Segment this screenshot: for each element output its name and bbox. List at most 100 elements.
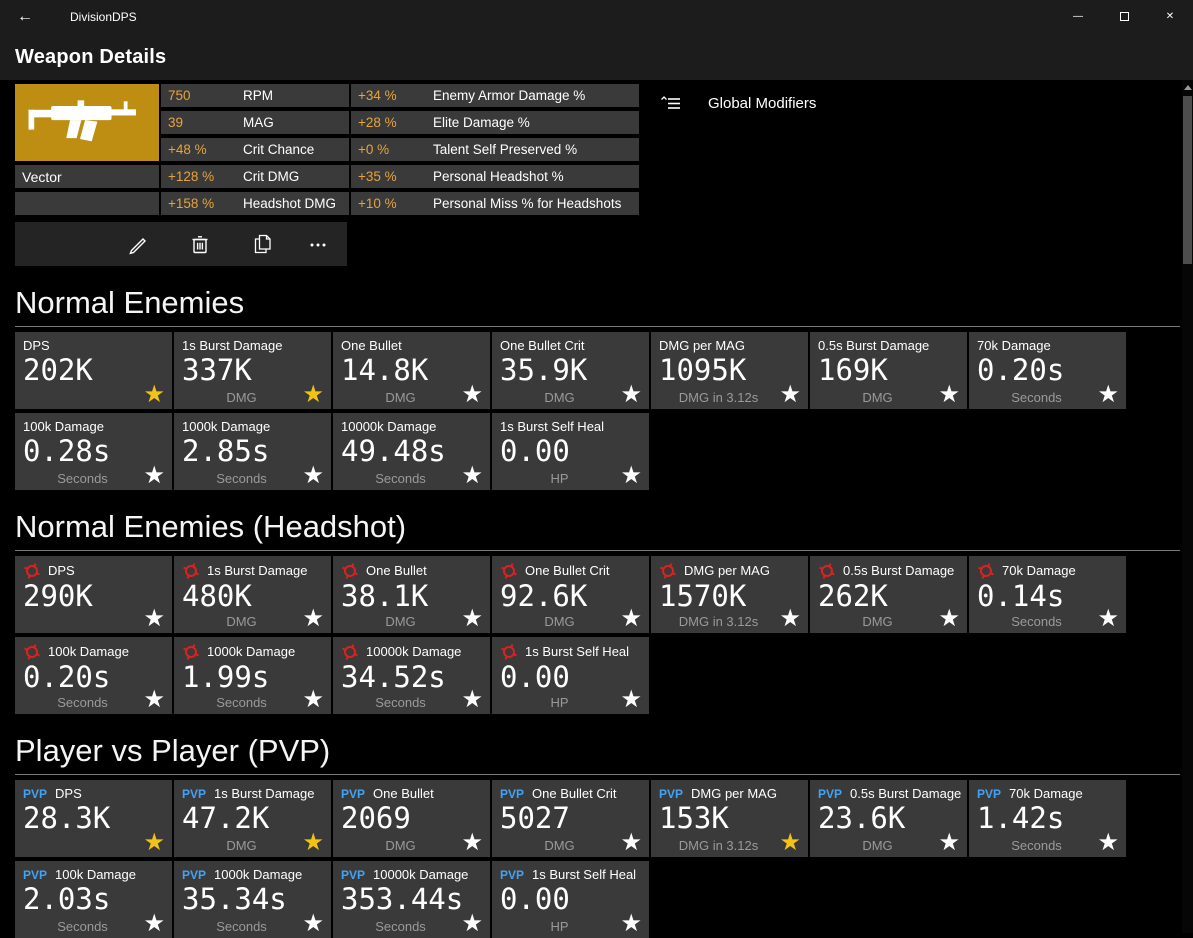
stat-card-70k-damage[interactable]: PVP 70k Damage 1.42s Seconds ★: [969, 780, 1126, 857]
favorite-star-icon[interactable]: ★: [461, 462, 483, 489]
card-title: One Bullet Crit: [532, 786, 617, 801]
favorite-star-icon[interactable]: ★: [302, 381, 324, 408]
copy-button[interactable]: [231, 222, 293, 266]
card-value: 1.99s: [182, 660, 270, 694]
favorite-star-icon[interactable]: ★: [620, 829, 642, 856]
headshot-badge: [23, 562, 41, 580]
stat-card-100k-damage[interactable]: 100k Damage 0.28s Seconds ★: [15, 413, 172, 490]
vertical-scrollbar[interactable]: [1182, 80, 1193, 933]
scrollbar-up-button[interactable]: [1182, 80, 1193, 94]
card-header: 1s Burst Damage: [182, 338, 323, 354]
stat-card-100k-damage[interactable]: 100k Damage 0.20s Seconds ★: [15, 637, 172, 714]
favorite-star-icon[interactable]: ★: [779, 605, 801, 632]
stat-card-one-bullet[interactable]: One Bullet 38.1K DMG ★: [333, 556, 490, 633]
stat-card-one-bullet[interactable]: PVP One Bullet 2069 DMG ★: [333, 780, 490, 857]
favorite-star-icon[interactable]: ★: [1097, 381, 1119, 408]
favorite-star-icon[interactable]: ★: [938, 381, 960, 408]
close-button[interactable]: ✕: [1165, 11, 1175, 22]
stat-card-1s-burst-damage[interactable]: 1s Burst Damage 480K DMG ★: [174, 556, 331, 633]
stat-card-one-bullet-crit[interactable]: One Bullet Crit 92.6K DMG ★: [492, 556, 649, 633]
stat-card-dmg-per-mag[interactable]: DMG per MAG 1095K DMG in 3.12s ★: [651, 332, 808, 409]
card-value: 34.52s: [341, 660, 446, 694]
stat-card-dps[interactable]: DPS 290K ★: [15, 556, 172, 633]
stat-card-1s-burst-damage[interactable]: 1s Burst Damage 337K DMG ★: [174, 332, 331, 409]
stat-card-70k-damage[interactable]: 70k Damage 0.14s Seconds ★: [969, 556, 1126, 633]
stat-label: Personal Headshot %: [433, 169, 564, 184]
card-value: 480K: [182, 579, 252, 613]
delete-button[interactable]: [169, 222, 231, 266]
favorite-star-icon[interactable]: ★: [461, 910, 483, 937]
favorite-star-icon[interactable]: ★: [938, 829, 960, 856]
stat-card-0-5s-burst-damage[interactable]: 0.5s Burst Damage 169K DMG ★: [810, 332, 967, 409]
favorite-star-icon[interactable]: ★: [143, 829, 165, 856]
stat-card-dmg-per-mag[interactable]: PVP DMG per MAG 153K DMG in 3.12s ★: [651, 780, 808, 857]
card-value: 28.3K: [23, 801, 111, 835]
favorite-star-icon[interactable]: ★: [461, 381, 483, 408]
stat-card-0-5s-burst-damage[interactable]: PVP 0.5s Burst Damage 23.6K DMG ★: [810, 780, 967, 857]
favorite-star-icon[interactable]: ★: [620, 381, 642, 408]
stat-card-10000k-damage[interactable]: 10000k Damage 34.52s Seconds ★: [333, 637, 490, 714]
edit-button[interactable]: [107, 222, 169, 266]
stat-card-one-bullet[interactable]: One Bullet 14.8K DMG ★: [333, 332, 490, 409]
global-modifiers-header[interactable]: Global Modifiers: [660, 92, 816, 114]
minimize-button[interactable]: —: [1073, 11, 1083, 22]
app-title: DivisionDPS: [70, 9, 137, 24]
stat-card-1000k-damage[interactable]: PVP 1000k Damage 35.34s Seconds ★: [174, 861, 331, 938]
favorite-star-icon[interactable]: ★: [779, 829, 801, 856]
stat-card-1s-burst-self-heal[interactable]: 1s Burst Self Heal 0.00 HP ★: [492, 637, 649, 714]
stat-value: 750: [168, 88, 191, 103]
stat-card-one-bullet-crit[interactable]: PVP One Bullet Crit 5027 DMG ★: [492, 780, 649, 857]
card-unit: DMG: [226, 614, 257, 629]
headshot-crosshair-icon: [501, 644, 517, 660]
stat-card-10000k-damage[interactable]: 10000k Damage 49.48s Seconds ★: [333, 413, 490, 490]
favorite-star-icon[interactable]: ★: [461, 829, 483, 856]
favorite-star-icon[interactable]: ★: [143, 910, 165, 937]
favorite-star-icon[interactable]: ★: [143, 605, 165, 632]
pvp-badge: PVP: [182, 868, 207, 882]
stat-card-1000k-damage[interactable]: 1000k Damage 2.85s Seconds ★: [174, 413, 331, 490]
stat-card-10000k-damage[interactable]: PVP 10000k Damage 353.44s Seconds ★: [333, 861, 490, 938]
favorite-star-icon[interactable]: ★: [620, 910, 642, 937]
favorite-star-icon[interactable]: ★: [938, 605, 960, 632]
favorite-star-icon[interactable]: ★: [302, 829, 324, 856]
stat-card-dps[interactable]: PVP DPS 28.3K ★: [15, 780, 172, 857]
back-button[interactable]: ←: [17, 7, 33, 25]
card-value: 0.20s: [23, 660, 111, 694]
pvp-badge: PVP: [500, 868, 525, 882]
stat-card-1000k-damage[interactable]: 1000k Damage 1.99s Seconds ★: [174, 637, 331, 714]
favorite-star-icon[interactable]: ★: [779, 381, 801, 408]
more-button[interactable]: [293, 222, 343, 266]
favorite-star-icon[interactable]: ★: [461, 686, 483, 713]
favorite-star-icon[interactable]: ★: [302, 686, 324, 713]
scrollbar-thumb[interactable]: [1183, 96, 1192, 264]
favorite-star-icon[interactable]: ★: [302, 462, 324, 489]
card-value: 35.34s: [182, 882, 287, 916]
favorite-star-icon[interactable]: ★: [143, 381, 165, 408]
favorite-star-icon[interactable]: ★: [302, 910, 324, 937]
stat-card-1s-burst-self-heal[interactable]: PVP 1s Burst Self Heal 0.00 HP ★: [492, 861, 649, 938]
favorite-star-icon[interactable]: ★: [620, 605, 642, 632]
card-unit: Seconds: [1011, 614, 1062, 629]
stat-card-dps[interactable]: DPS 202K ★: [15, 332, 172, 409]
card-row: DPS 202K ★ 1s Burst Damage 337K DMG ★ One Bulle…: [15, 332, 1193, 409]
stat-card-0-5s-burst-damage[interactable]: 0.5s Burst Damage 262K DMG ★: [810, 556, 967, 633]
favorite-star-icon[interactable]: ★: [143, 686, 165, 713]
stat-card-100k-damage[interactable]: PVP 100k Damage 2.03s Seconds ★: [15, 861, 172, 938]
card-title: 70k Damage: [977, 338, 1051, 353]
stat-card-one-bullet-crit[interactable]: One Bullet Crit 35.9K DMG ★: [492, 332, 649, 409]
favorite-star-icon[interactable]: ★: [620, 686, 642, 713]
favorite-star-icon[interactable]: ★: [620, 462, 642, 489]
favorite-star-icon[interactable]: ★: [143, 462, 165, 489]
stat-card-1s-burst-damage[interactable]: PVP 1s Burst Damage 47.2K DMG ★: [174, 780, 331, 857]
stat-card-dmg-per-mag[interactable]: DMG per MAG 1570K DMG in 3.12s ★: [651, 556, 808, 633]
card-title: 70k Damage: [1009, 786, 1083, 801]
stat-card-70k-damage[interactable]: 70k Damage 0.20s Seconds ★: [969, 332, 1126, 409]
favorite-star-icon[interactable]: ★: [302, 605, 324, 632]
weapon-image-tile: [15, 84, 159, 161]
stat-card-1s-burst-self-heal[interactable]: 1s Burst Self Heal 0.00 HP ★: [492, 413, 649, 490]
favorite-star-icon[interactable]: ★: [461, 605, 483, 632]
favorite-star-icon[interactable]: ★: [1097, 829, 1119, 856]
favorite-star-icon[interactable]: ★: [1097, 605, 1119, 632]
maximize-button[interactable]: [1101, 0, 1147, 33]
trash-icon: [192, 236, 208, 254]
